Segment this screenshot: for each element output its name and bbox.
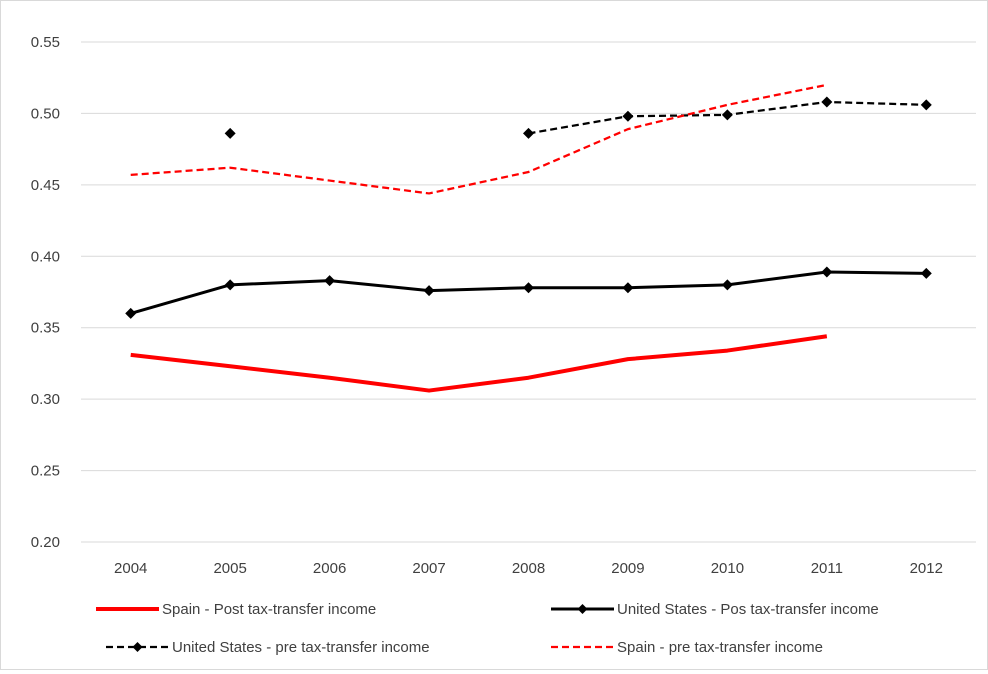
data-point-marker xyxy=(821,266,833,278)
data-point-marker xyxy=(125,307,137,319)
legend-marker xyxy=(577,604,588,614)
x-tick-label: 2004 xyxy=(114,560,147,577)
legend-label: Spain - Post tax-transfer income xyxy=(162,601,376,618)
y-axis-tick-labels: 0.20 0.25 0.30 0.35 0.40 0.45 0.50 0.55 xyxy=(31,34,60,551)
gridlines xyxy=(81,41,976,543)
x-tick-label: 2010 xyxy=(711,560,744,577)
x-tick-label: 2008 xyxy=(512,560,545,577)
x-tick-label: 2005 xyxy=(213,560,246,577)
legend-entry: United States - pre tax-transfer income xyxy=(106,639,430,656)
legend-label: United States - pre tax-transfer income xyxy=(172,639,430,656)
data-point-marker xyxy=(622,110,634,122)
data-point-marker xyxy=(920,99,932,111)
data-point-marker xyxy=(622,282,634,294)
data-point-marker xyxy=(523,282,534,294)
x-axis-tick-labels: 2004 2005 2006 2007 2008 2009 2010 2011 2012 xyxy=(114,560,943,577)
y-tick-label: 0.45 xyxy=(31,177,60,194)
x-tick-label: 2011 xyxy=(811,560,843,577)
y-tick-label: 0.30 xyxy=(31,391,60,408)
legend-entry: Spain - Post tax-transfer income xyxy=(96,601,376,618)
y-tick-label: 0.55 xyxy=(31,34,60,51)
series-1 xyxy=(130,334,828,393)
y-tick-label: 0.50 xyxy=(31,105,60,122)
data-point-marker xyxy=(920,267,932,279)
data-point-marker xyxy=(721,109,733,121)
y-tick-label: 0.25 xyxy=(31,463,60,480)
data-point-marker xyxy=(224,127,236,139)
data-point-marker xyxy=(523,127,534,139)
legend-label: Spain - pre tax-transfer income xyxy=(617,639,823,656)
data-point-marker xyxy=(821,96,833,108)
series-2 xyxy=(125,266,932,319)
x-tick-label: 2007 xyxy=(412,560,445,577)
series-line xyxy=(130,83,828,195)
x-tick-label: 2009 xyxy=(611,560,644,577)
legend-entry: Spain - pre tax-transfer income xyxy=(551,639,823,656)
y-tick-label: 0.35 xyxy=(31,320,60,337)
legend-entry: United States - Pos tax-transfer income xyxy=(551,601,879,618)
legend-label: United States - Pos tax-transfer income xyxy=(617,601,879,618)
y-tick-label: 0.40 xyxy=(31,248,60,265)
legend-marker xyxy=(132,642,143,652)
data-point-marker xyxy=(423,285,435,297)
y-tick-label: 0.20 xyxy=(31,534,60,551)
series-lines xyxy=(125,83,932,393)
data-point-marker xyxy=(721,279,733,291)
legend: Spain - Post tax-transfer income United S… xyxy=(96,601,879,656)
series-line xyxy=(130,334,828,393)
data-point-marker xyxy=(324,275,336,287)
data-point-marker xyxy=(224,279,236,291)
series-4 xyxy=(130,83,828,195)
x-tick-label: 2006 xyxy=(313,560,346,577)
x-tick-label: 2012 xyxy=(910,560,943,577)
series-3 xyxy=(224,96,932,139)
